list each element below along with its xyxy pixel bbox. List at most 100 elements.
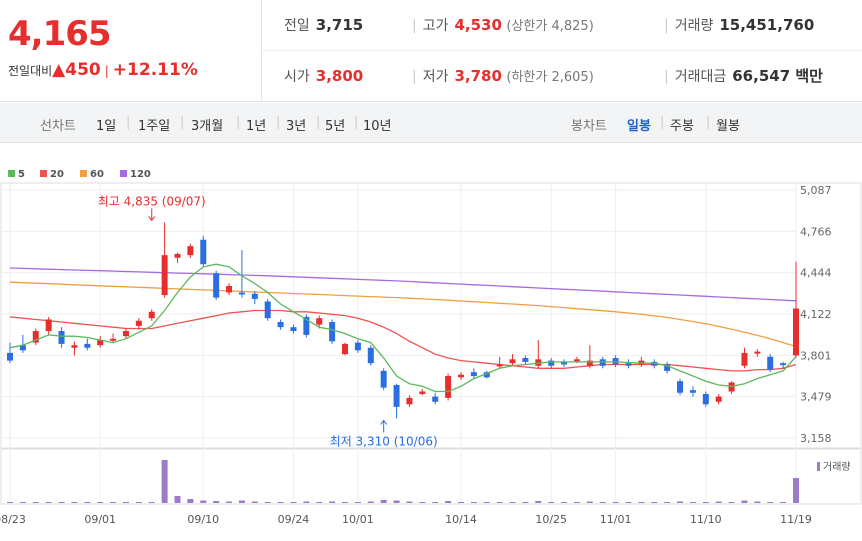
ma5-line <box>9 263 797 393</box>
y-tick-label: 4,122 <box>800 308 832 321</box>
y-tick-label: 3,801 <box>800 349 832 362</box>
candle-body <box>58 331 65 344</box>
divider: | <box>706 115 711 130</box>
range-10y[interactable]: 10년 <box>363 119 392 134</box>
volume-bar <box>612 502 619 503</box>
volume-bar <box>19 502 26 503</box>
volume-bar <box>470 502 477 503</box>
stats-row-1: 전일 3,715 | 고가 4,530 (상한가 4,825) | 거래량 15,451,… <box>262 0 862 51</box>
x-tick-label: 09/24 <box>278 513 310 526</box>
y-tick-label: 4,766 <box>800 225 832 238</box>
volume-bar <box>316 502 323 503</box>
volume-bar <box>290 502 297 503</box>
volume-bar <box>767 502 774 503</box>
price-panel-frame <box>0 182 862 449</box>
candle-body <box>767 356 774 370</box>
amount-value: 66,547 백만 <box>732 67 823 85</box>
y-tick-label: 4,444 <box>800 267 832 280</box>
high-arrow-head <box>148 216 156 222</box>
candle-body <box>264 301 271 319</box>
candle-body <box>148 311 155 319</box>
line-chart-label: 선차트 <box>40 119 76 134</box>
x-tick-label: 10/14 <box>445 513 477 526</box>
legend-label: 5 <box>18 169 25 180</box>
volume-bar <box>702 502 709 503</box>
candle-body <box>32 331 39 343</box>
volume-legend-swatch <box>817 462 820 471</box>
volume-bar <box>380 500 387 503</box>
volume-bar <box>457 502 464 503</box>
volume-bar <box>97 502 104 503</box>
volume: | 거래량 15,451,760 <box>664 0 814 50</box>
volume-bar <box>174 496 181 503</box>
divider: | <box>660 115 665 130</box>
candle-body <box>522 358 529 362</box>
volume-bar <box>277 502 284 503</box>
volume-bar <box>509 502 516 503</box>
upper-limit: (상한가 4,825) <box>506 19 594 34</box>
change-label: 전일대비 <box>8 64 53 78</box>
candle-body <box>187 246 194 256</box>
candle-monthly[interactable]: 월봉 <box>716 119 740 134</box>
price-chart[interactable]: 5,087 4,766 4,444 4,122 3,801 3,479 3,158 08/23… <box>0 143 862 541</box>
candle-body <box>7 352 13 361</box>
range-1w[interactable]: 1주일 <box>138 119 171 134</box>
candle-body <box>432 396 439 402</box>
candle-daily[interactable]: 일봉 <box>627 119 651 134</box>
up-arrow-icon: ▲ <box>52 60 66 80</box>
divider: | <box>126 115 131 130</box>
volume-bar <box>677 501 684 503</box>
divider: | <box>412 18 417 34</box>
range-3m[interactable]: 3개월 <box>191 119 224 134</box>
volume-bar <box>664 502 671 503</box>
candle-body <box>110 338 117 341</box>
candle-body <box>200 239 207 265</box>
candle-body <box>329 322 336 342</box>
range-3y[interactable]: 3년 <box>286 119 307 134</box>
high-value: 4,530 <box>454 16 502 34</box>
range-1y[interactable]: 1년 <box>246 119 267 134</box>
candle-body <box>277 322 284 328</box>
volume-bar <box>728 502 735 503</box>
prev-close-value: 3,715 <box>315 16 364 34</box>
candle-body <box>741 352 748 366</box>
volume-bar <box>483 502 490 503</box>
volume-bar <box>110 502 117 503</box>
volume-bar <box>45 502 52 503</box>
open: 시가 3,800 <box>284 51 363 101</box>
x-tick-label: 09/10 <box>187 513 219 526</box>
candle-body <box>561 361 568 365</box>
volume-bar <box>406 501 413 503</box>
candle-body <box>419 391 426 395</box>
candle-body <box>342 343 349 355</box>
divider: | <box>180 115 185 130</box>
volume-bar <box>135 502 142 503</box>
candle-body <box>754 351 761 354</box>
divider: | <box>664 18 669 34</box>
divider: | <box>236 115 241 130</box>
candle-body <box>664 364 671 371</box>
volume-bar <box>213 501 220 503</box>
volume-value: 15,451,760 <box>719 16 815 34</box>
candle-body <box>625 363 632 366</box>
x-tick-label: 09/01 <box>84 513 116 526</box>
low: | 저가 3,780 (하한가 2,605) <box>412 51 594 101</box>
candle-weekly[interactable]: 주봉 <box>670 119 694 134</box>
candle-body <box>702 394 709 405</box>
prev-close-label: 전일 <box>284 18 310 34</box>
volume-bar <box>496 502 503 503</box>
x-tick-label: 11/19 <box>780 513 812 526</box>
low-arrow-head <box>380 419 388 425</box>
range-1d[interactable]: 1일 <box>96 119 117 134</box>
volume-bar <box>522 502 529 503</box>
volume-bar <box>445 501 452 503</box>
volume-bar <box>573 502 580 503</box>
prev-close: 전일 3,715 <box>284 0 363 50</box>
candle-body <box>84 343 91 348</box>
volume-label: 거래량 <box>674 18 714 34</box>
candle-body <box>457 374 464 378</box>
candle-body <box>638 360 645 365</box>
range-5y[interactable]: 5년 <box>325 119 346 134</box>
volume-bar <box>226 501 233 503</box>
candle-body <box>251 293 258 299</box>
